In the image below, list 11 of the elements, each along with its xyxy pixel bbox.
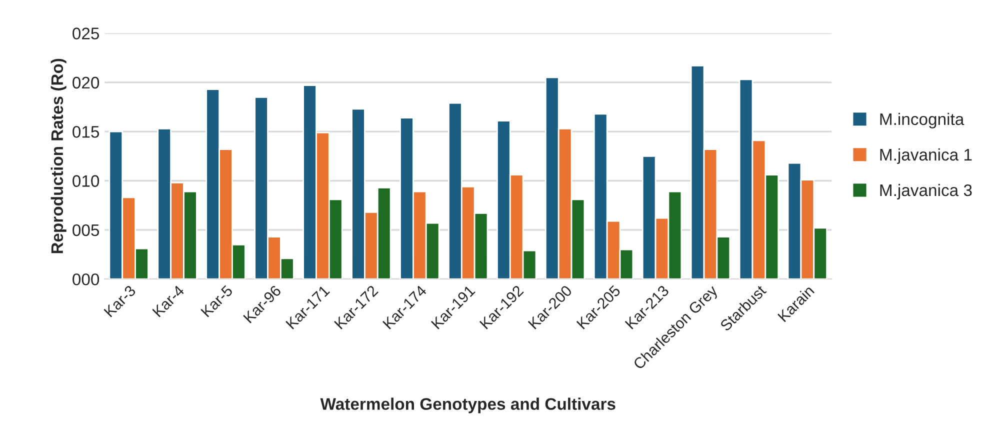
y-axis-title: Reproduction Rates (Ro) (50, 58, 66, 254)
y-tick-label: 005 (72, 224, 100, 236)
y-tick-label: 020 (72, 76, 100, 89)
y-tick-label: 015 (72, 126, 100, 138)
legend-label: M.javanica 1 (880, 148, 972, 164)
y-tick-label: 000 (72, 273, 100, 286)
legend-label: M.javanica 3 (880, 184, 972, 200)
y-tick-label: 025 (72, 28, 100, 40)
legend-label: M.incognita (880, 112, 964, 128)
y-tick-label: 010 (72, 175, 100, 187)
x-axis-title: Watermelon Genotypes and Cultivars (320, 398, 616, 414)
